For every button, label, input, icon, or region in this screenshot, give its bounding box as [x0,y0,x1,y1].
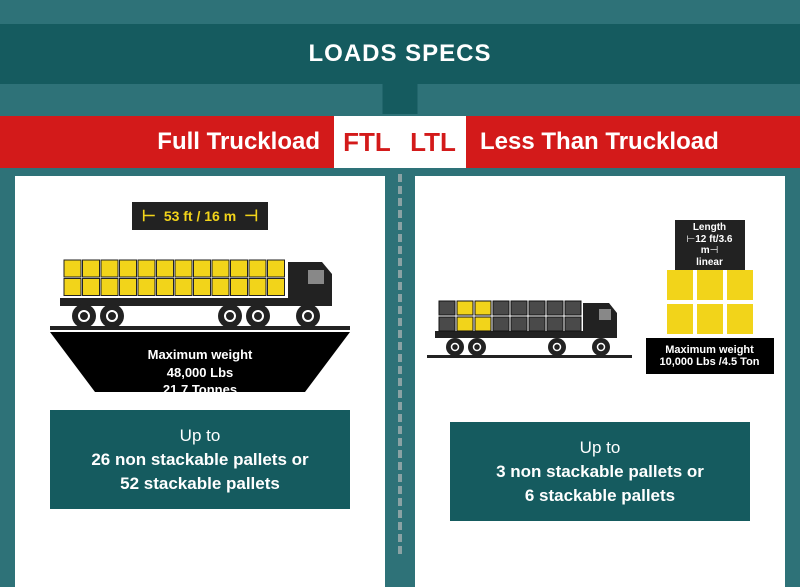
ftl-maxweight-label: Maximum weight [50,346,350,364]
ftl-abbr: FTL [334,116,400,168]
dim-cap-right: ⊣ [244,206,258,226]
ftl-truck-icon [50,230,350,340]
ltl-pallets-l2: 3 non stackable pallets or [468,460,732,484]
ltl-len-sub: linear [677,257,743,269]
ltl-panel: Length ⊢12 ft/3.6 m⊣ linear Maximum weig… [415,176,785,587]
header-bar: LOADS SPECS [0,24,800,84]
ftl-pallets-l3: 52 stackable pallets [68,472,332,496]
ftl-dimension-bar: ⊢ 53 ft / 16 m ⊣ [132,202,268,230]
ltl-label: Less Than Truckload [466,116,800,168]
ftl-banner: Full Truckload FTL [0,116,400,168]
ltl-pallet-grid [667,270,753,334]
ftl-panel: ⊢ 53 ft / 16 m ⊣ [15,176,385,587]
pallet-box [697,270,723,300]
ltl-maxweight-value: 10,000 Lbs /4.5 Ton [654,356,766,368]
ftl-platform-text: Maximum weight 48,000 Lbs 21.7 Tonnes [50,346,350,399]
ltl-pallets-l1: Up to [468,436,732,460]
ltl-banner: LTL Less Than Truckload [400,116,800,168]
ltl-abbr: LTL [400,116,466,168]
ftl-pallets-l1: Up to [68,424,332,448]
ltl-pallets-l3: 6 stackable pallets [468,484,732,508]
pallet-box [697,304,723,334]
pallet-box [667,270,693,300]
ftl-platform-wrap: Maximum weight 48,000 Lbs 21.7 Tonnes [50,340,350,392]
ftl-maxweight-tonnes: 21.7 Tonnes [50,381,350,399]
pallet-box [727,270,753,300]
ltl-pallet-stack: Length ⊢12 ft/3.6 m⊣ linear Maximum weig… [646,220,774,374]
ftl-dimension: 53 ft / 16 m [164,208,236,224]
pallet-box [727,304,753,334]
pallet-box [667,304,693,334]
ltl-max-block: Maximum weight 10,000 Lbs /4.5 Ton [646,338,774,374]
header-title: LOADS SPECS [308,40,491,68]
ltl-length-label: Length ⊢12 ft/3.6 m⊣ linear [675,220,745,270]
ftl-pallets-l2: 26 non stackable pallets or [68,448,332,472]
infographic-root: LOADS SPECS Full Truckload FTL ⊢ 53 ft /… [0,0,800,587]
columns: Full Truckload FTL ⊢ 53 ft / 16 m ⊣ [0,116,800,587]
ltl-row: Length ⊢12 ft/3.6 m⊣ linear Maximum weig… [425,220,775,374]
ltl-truck-wrap [427,279,632,374]
ftl-column: Full Truckload FTL ⊢ 53 ft / 16 m ⊣ [0,116,400,587]
ftl-maxweight-lbs: 48,000 Lbs [50,364,350,382]
ftl-truck-area: ⊢ 53 ft / 16 m ⊣ [25,202,375,392]
ftl-pallets-box: Up to 26 non stackable pallets or 52 sta… [50,410,350,509]
ltl-len-title: Length [677,222,743,234]
ltl-column: LTL Less Than Truckload [400,116,800,587]
ltl-truck-icon [427,279,632,369]
ltl-maxweight-label: Maximum weight [654,344,766,356]
dim-cap-left: ⊢ [142,206,156,226]
ltl-pallets-box: Up to 3 non stackable pallets or 6 stack… [450,422,750,521]
header-connector [383,84,418,114]
ftl-label: Full Truckload [0,116,334,168]
